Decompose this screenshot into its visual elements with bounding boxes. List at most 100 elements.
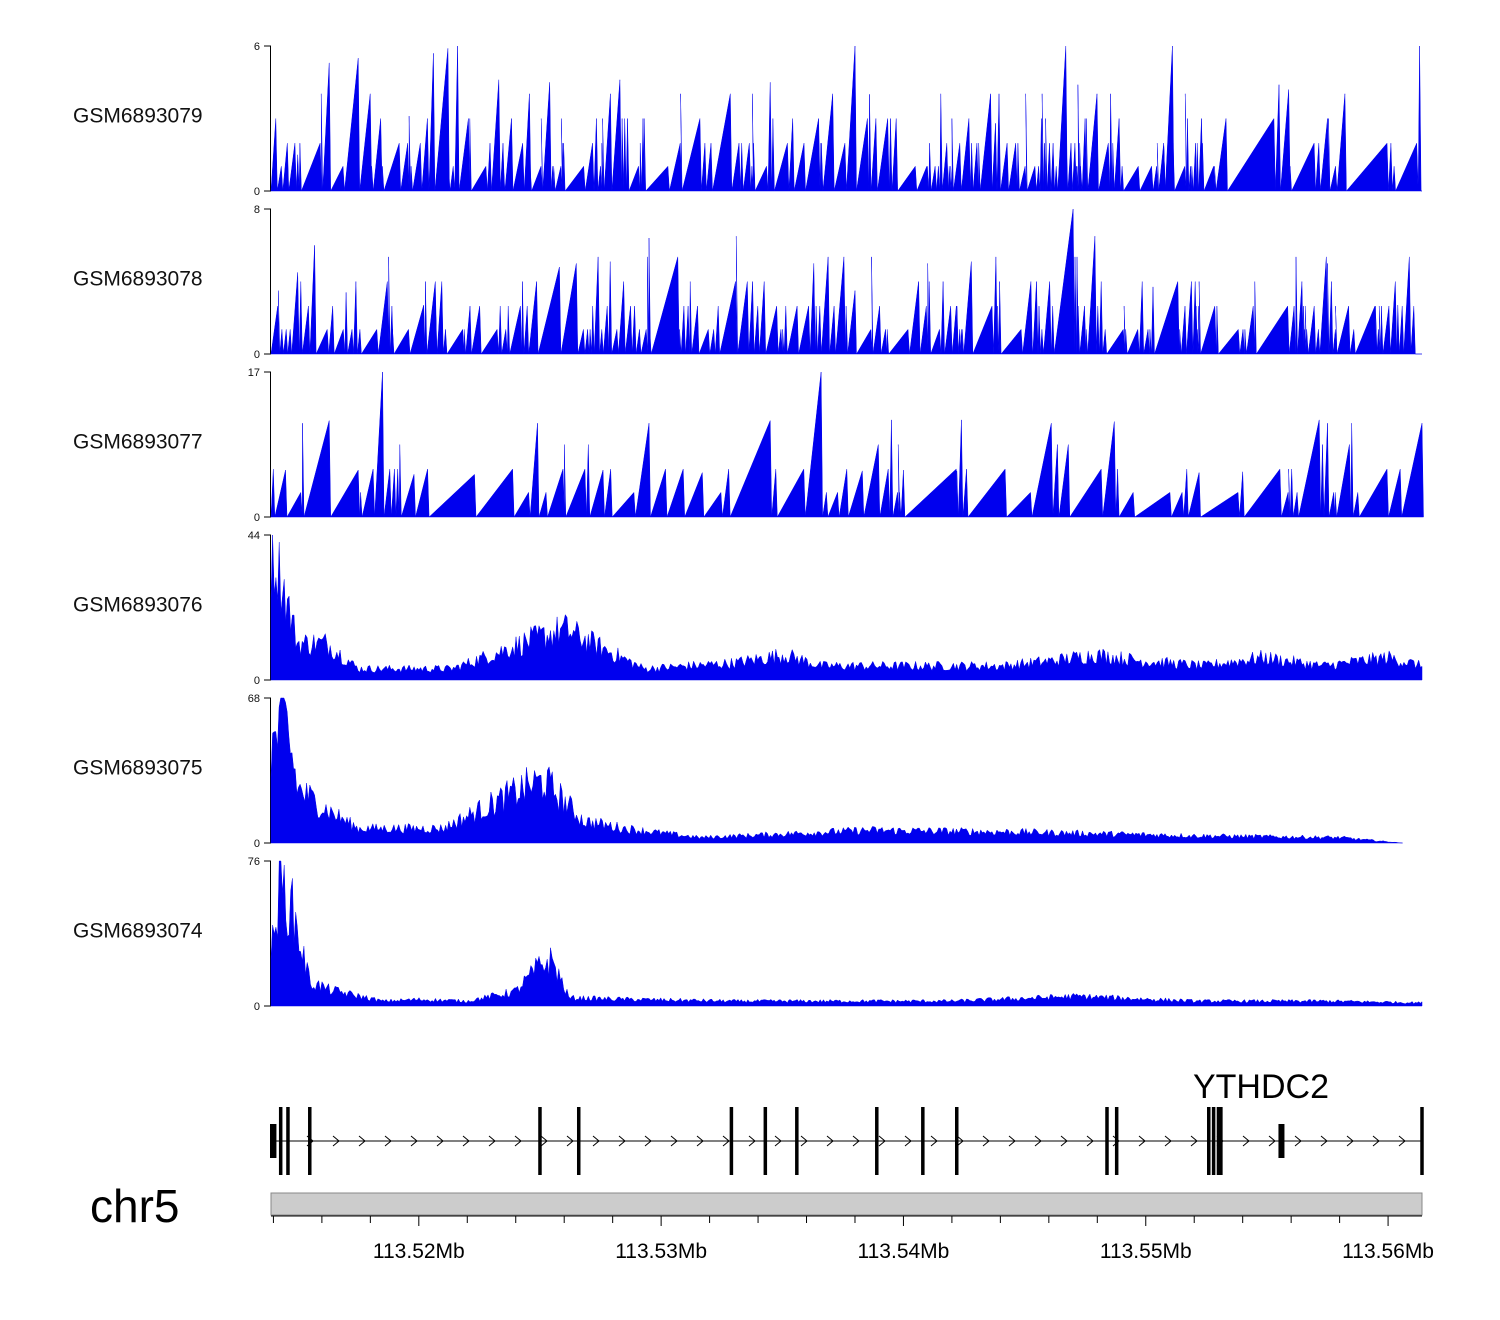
coverage-area bbox=[270, 371, 1424, 518]
y-tick-label: 0 bbox=[254, 1001, 260, 1013]
strand-arrow bbox=[852, 1135, 860, 1147]
strand-arrow bbox=[930, 1135, 938, 1147]
coverage-tracks: GSM689307960GSM689307880GSM6893077170GSM… bbox=[73, 41, 1424, 1013]
strand-arrow bbox=[592, 1135, 600, 1147]
strand-arrow bbox=[540, 1135, 548, 1147]
exon bbox=[278, 1107, 283, 1175]
strand-arrow bbox=[1242, 1135, 1250, 1147]
strand-arrow bbox=[982, 1135, 990, 1147]
track-label: GSM6893074 bbox=[73, 920, 203, 943]
strand-arrow bbox=[1060, 1135, 1068, 1147]
y-tick-label: 76 bbox=[248, 856, 260, 868]
track-label: GSM6893076 bbox=[73, 594, 203, 617]
strand-arrow bbox=[774, 1135, 782, 1147]
x-tick-label: 113.52Mb bbox=[373, 1240, 465, 1263]
y-tick-label: 0 bbox=[254, 838, 260, 850]
strand-arrow bbox=[1138, 1135, 1146, 1147]
strand-arrow bbox=[1398, 1135, 1406, 1147]
strand-arrow bbox=[1320, 1135, 1328, 1147]
x-tick-label: 113.55Mb bbox=[1100, 1240, 1192, 1263]
y-tick-label: 8 bbox=[254, 204, 260, 216]
exon bbox=[1216, 1107, 1221, 1175]
strand-arrow bbox=[722, 1135, 730, 1147]
y-tick-label: 6 bbox=[254, 41, 260, 53]
x-tick-label: 113.54Mb bbox=[858, 1240, 950, 1263]
strand-arrow bbox=[1190, 1135, 1198, 1147]
track-label: GSM6893078 bbox=[73, 268, 203, 291]
strand-arrow bbox=[436, 1135, 444, 1147]
track-GSM6893077: GSM6893077 17 0 bbox=[73, 367, 1424, 524]
exon bbox=[729, 1107, 734, 1175]
strand-arrow bbox=[1086, 1135, 1094, 1147]
y-tick-label: 17 bbox=[248, 367, 260, 379]
exon bbox=[1278, 1124, 1285, 1158]
strand-arrow bbox=[1164, 1135, 1172, 1147]
strand-arrow bbox=[410, 1135, 418, 1147]
coverage-area bbox=[270, 45, 1422, 192]
strand-arrow bbox=[904, 1135, 912, 1147]
exon bbox=[795, 1107, 799, 1175]
strand-arrow bbox=[358, 1135, 366, 1147]
strand-arrow bbox=[878, 1135, 886, 1147]
strand-arrow bbox=[1034, 1135, 1042, 1147]
track-GSM6893078: GSM6893078 8 0 bbox=[73, 204, 1422, 361]
x-tick-label: 113.53Mb bbox=[615, 1240, 707, 1263]
exon bbox=[270, 1124, 276, 1158]
strand-arrow bbox=[1372, 1135, 1380, 1147]
track-label: GSM6893077 bbox=[73, 431, 203, 454]
chromosome-label: chr5 bbox=[90, 1180, 179, 1232]
ideogram-band bbox=[270, 1192, 1423, 1216]
strand-arrow bbox=[800, 1135, 808, 1147]
strand-arrow bbox=[462, 1135, 470, 1147]
exon bbox=[576, 1107, 581, 1175]
exon bbox=[1105, 1107, 1109, 1175]
exon bbox=[1207, 1107, 1211, 1175]
exon bbox=[921, 1107, 925, 1175]
gene-name: YTHDC2 bbox=[1193, 1068, 1329, 1106]
coverage-area bbox=[270, 697, 1403, 844]
strand-arrow bbox=[826, 1135, 834, 1147]
genomic-axis: 113.52Mb 113.53Mb 113.54Mb 113.55Mb 113.56Mb bbox=[271, 1215, 1434, 1263]
track-GSM6893074: GSM6893074 76 0 bbox=[73, 856, 1423, 1013]
strand-arrow bbox=[956, 1135, 964, 1147]
x-tick-label: 113.56Mb bbox=[1342, 1240, 1434, 1263]
strand-arrow bbox=[514, 1135, 522, 1147]
strand-arrow bbox=[1008, 1135, 1016, 1147]
strand-arrow bbox=[1268, 1135, 1276, 1147]
y-tick-label: 44 bbox=[248, 530, 260, 542]
y-tick-label: 0 bbox=[254, 675, 260, 687]
y-tick-label: 0 bbox=[254, 349, 260, 361]
exon bbox=[1420, 1107, 1424, 1175]
strand-arrow bbox=[696, 1135, 704, 1147]
exon bbox=[763, 1107, 768, 1175]
strand-arrow bbox=[566, 1135, 574, 1147]
exon bbox=[1114, 1107, 1119, 1175]
y-tick-label: 0 bbox=[254, 512, 260, 524]
exon bbox=[286, 1107, 290, 1175]
coverage-area bbox=[270, 208, 1422, 355]
strand-arrow bbox=[670, 1135, 678, 1147]
exon bbox=[875, 1107, 879, 1175]
strand-arrow bbox=[332, 1135, 340, 1147]
exon bbox=[955, 1107, 959, 1175]
strand-arrow bbox=[1346, 1135, 1354, 1147]
track-label: GSM6893079 bbox=[73, 105, 203, 128]
gene-model: YTHDC2 bbox=[270, 1068, 1424, 1175]
track-label: GSM6893075 bbox=[73, 757, 203, 780]
track-GSM6893076: GSM6893076 44 0 bbox=[73, 530, 1423, 687]
exon bbox=[308, 1107, 312, 1175]
strand-arrow bbox=[748, 1135, 756, 1147]
strand-arrow bbox=[1294, 1135, 1302, 1147]
coverage-area bbox=[270, 534, 1423, 681]
exon bbox=[1211, 1107, 1216, 1175]
strand-arrow bbox=[644, 1135, 652, 1147]
chromosome-ideogram: chr5 bbox=[90, 1180, 1423, 1232]
strand-arrow bbox=[384, 1135, 392, 1147]
strand-arrow bbox=[488, 1135, 496, 1147]
track-GSM6893079: GSM6893079 6 0 bbox=[73, 41, 1422, 198]
exon bbox=[1219, 1107, 1223, 1175]
coverage-area bbox=[270, 860, 1423, 1007]
y-tick-label: 68 bbox=[248, 693, 260, 705]
y-tick-label: 0 bbox=[254, 186, 260, 198]
